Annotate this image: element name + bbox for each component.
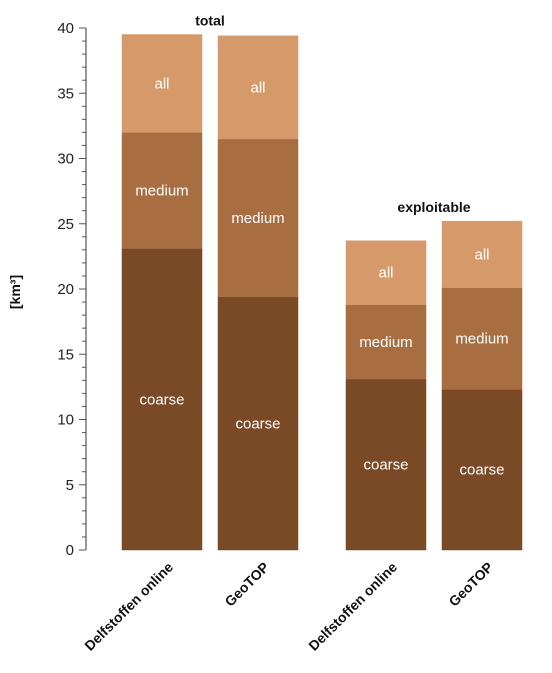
bar-segment-coarse xyxy=(217,296,299,551)
y-tick-label: 10 xyxy=(57,412,74,429)
segment-label: all xyxy=(250,79,265,96)
category-label: Delfstoffen online xyxy=(305,559,400,654)
y-axis-title: [km³] xyxy=(7,275,23,309)
y-tick-label: 35 xyxy=(57,85,74,102)
bar-segment-all xyxy=(121,34,203,133)
bars xyxy=(121,34,523,551)
bar-segment-medium xyxy=(121,132,203,249)
bar-segment-coarse xyxy=(121,248,203,551)
group-title: exploitable xyxy=(397,199,470,215)
y-tick-label: 30 xyxy=(57,151,74,168)
bar-segment-medium xyxy=(217,138,299,298)
bar-segment-all xyxy=(217,35,299,140)
category-label: GeoTOP xyxy=(445,559,496,610)
y-tick-label: 20 xyxy=(57,281,74,298)
segment-label: medium xyxy=(231,210,284,227)
segment-label: medium xyxy=(135,182,188,199)
segment-label: coarse xyxy=(235,415,280,432)
y-tick-label: 0 xyxy=(66,542,74,559)
bar-segment-coarse xyxy=(345,378,427,551)
category-label: GeoTOP xyxy=(221,559,272,610)
bar-segment-all xyxy=(345,240,427,305)
bar-segment-all xyxy=(441,220,523,288)
bar-segment-coarse xyxy=(441,389,523,551)
y-tick-label: 15 xyxy=(57,346,74,363)
y-tick-label: 40 xyxy=(57,20,74,37)
segment-label: medium xyxy=(359,334,412,351)
group-title: total xyxy=(195,13,225,29)
y-tick-label: 25 xyxy=(57,216,74,233)
segment-label: coarse xyxy=(459,462,504,479)
segment-label: all xyxy=(154,75,169,92)
category-label: Delfstoffen online xyxy=(81,559,176,654)
segment-label: medium xyxy=(455,331,508,348)
y-tick-label: 5 xyxy=(66,477,74,494)
y-axis: 0 5 10 15 20 25 30 35 40 xyxy=(57,20,87,559)
bar-segment-medium xyxy=(441,287,523,390)
segment-label: all xyxy=(474,246,489,263)
segment-label: all xyxy=(378,265,393,282)
segment-label: coarse xyxy=(363,457,408,474)
bar-segment-medium xyxy=(345,304,427,380)
segment-label: coarse xyxy=(139,391,184,408)
